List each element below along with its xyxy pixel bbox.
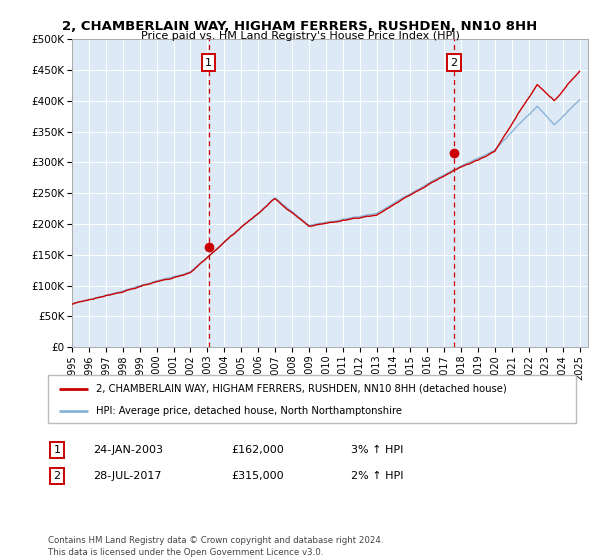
Text: 2: 2: [53, 471, 61, 481]
Text: £315,000: £315,000: [231, 471, 284, 481]
Text: 28-JUL-2017: 28-JUL-2017: [93, 471, 161, 481]
FancyBboxPatch shape: [48, 375, 576, 423]
Text: HPI: Average price, detached house, North Northamptonshire: HPI: Average price, detached house, Nort…: [95, 406, 401, 416]
Text: 2: 2: [450, 58, 457, 68]
Text: 1: 1: [205, 58, 212, 68]
Text: Price paid vs. HM Land Registry's House Price Index (HPI): Price paid vs. HM Land Registry's House …: [140, 31, 460, 41]
Text: £162,000: £162,000: [231, 445, 284, 455]
Text: 2% ↑ HPI: 2% ↑ HPI: [351, 471, 404, 481]
Text: 3% ↑ HPI: 3% ↑ HPI: [351, 445, 403, 455]
Text: Contains HM Land Registry data © Crown copyright and database right 2024.
This d: Contains HM Land Registry data © Crown c…: [48, 536, 383, 557]
Text: 2, CHAMBERLAIN WAY, HIGHAM FERRERS, RUSHDEN, NN10 8HH (detached house): 2, CHAMBERLAIN WAY, HIGHAM FERRERS, RUSH…: [95, 384, 506, 394]
Text: 24-JAN-2003: 24-JAN-2003: [93, 445, 163, 455]
Text: 2, CHAMBERLAIN WAY, HIGHAM FERRERS, RUSHDEN, NN10 8HH: 2, CHAMBERLAIN WAY, HIGHAM FERRERS, RUSH…: [62, 20, 538, 32]
Text: 1: 1: [53, 445, 61, 455]
